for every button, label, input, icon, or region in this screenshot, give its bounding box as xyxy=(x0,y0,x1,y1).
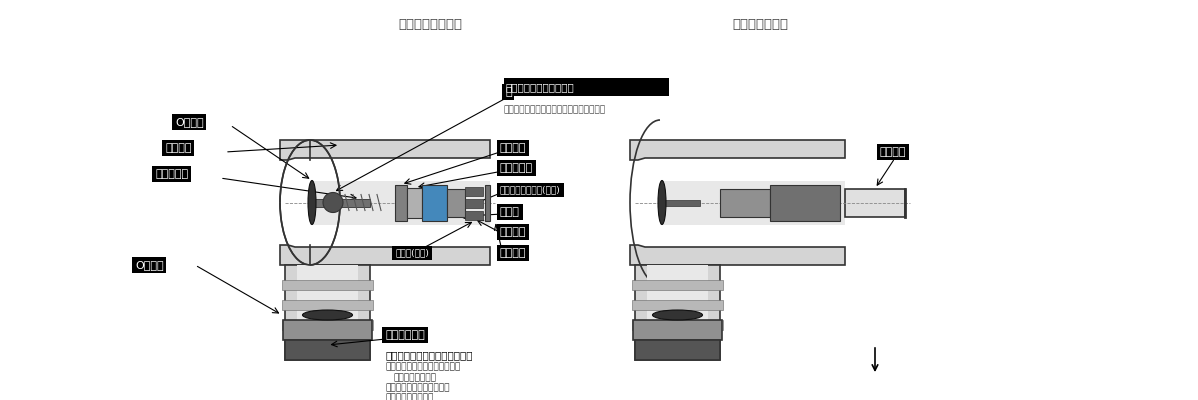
Polygon shape xyxy=(283,320,373,340)
Text: コレット: コレット xyxy=(500,227,526,237)
Text: チューブ取外し時: チューブ取外し時 xyxy=(398,18,462,31)
Polygon shape xyxy=(485,184,490,220)
Polygon shape xyxy=(422,184,447,220)
Text: ・無電解ニッケルめっき付: ・無電解ニッケルめっき付 xyxy=(385,383,449,392)
Ellipse shape xyxy=(303,310,352,320)
Text: ストッパ: ストッパ xyxy=(500,143,526,153)
Circle shape xyxy=(323,192,343,212)
Text: チューブ装着時: チューブ装着時 xyxy=(732,18,788,31)
Text: ・ねじ部シール剤付: ・ねじ部シール剤付 xyxy=(385,393,434,400)
Text: クッション: クッション xyxy=(500,163,533,173)
Polygon shape xyxy=(633,320,722,340)
Polygon shape xyxy=(310,180,490,224)
Polygon shape xyxy=(465,198,483,208)
Polygon shape xyxy=(633,280,724,290)
Polygon shape xyxy=(633,320,724,330)
Ellipse shape xyxy=(308,180,316,224)
Polygon shape xyxy=(285,265,370,360)
Polygon shape xyxy=(720,188,770,216)
Polygon shape xyxy=(282,320,373,330)
Polygon shape xyxy=(447,188,465,216)
Text: チューブをはずしてもエアは漏れません。: チューブをはずしてもエアは漏れません。 xyxy=(504,105,606,114)
Polygon shape xyxy=(633,300,724,310)
Text: （位置決め程度）: （位置決め程度） xyxy=(393,373,436,382)
Polygon shape xyxy=(285,340,370,360)
Text: ・ボディとねじ部が回転可能。: ・ボディとねじ部が回転可能。 xyxy=(385,362,460,371)
Polygon shape xyxy=(465,186,483,196)
Text: 狭いスペースでの配管に効果的: 狭いスペースでの配管に効果的 xyxy=(385,350,472,360)
Text: Oリング: Oリング xyxy=(175,117,204,127)
Text: スプリング: スプリング xyxy=(155,169,188,179)
Text: チャック: チャック xyxy=(500,248,526,258)
Polygon shape xyxy=(297,265,358,330)
Text: Oリング: Oリング xyxy=(135,260,164,270)
Polygon shape xyxy=(465,210,483,220)
Text: 弁: 弁 xyxy=(506,87,512,97)
Polygon shape xyxy=(280,140,490,160)
Polygon shape xyxy=(665,200,700,206)
Polygon shape xyxy=(845,188,904,216)
Text: リリースブッシュ(青色): リリースブッシュ(青色) xyxy=(500,186,561,194)
Polygon shape xyxy=(407,188,422,218)
Polygon shape xyxy=(282,280,373,290)
Text: チューブ: チューブ xyxy=(881,147,907,157)
Polygon shape xyxy=(280,245,490,265)
Polygon shape xyxy=(635,340,720,360)
Polygon shape xyxy=(635,265,720,360)
Ellipse shape xyxy=(658,180,666,224)
Polygon shape xyxy=(395,184,407,220)
Text: 打込みハーフ: 打込みハーフ xyxy=(385,330,425,340)
Ellipse shape xyxy=(653,310,702,320)
Polygon shape xyxy=(630,140,845,160)
Polygon shape xyxy=(315,198,370,206)
Polygon shape xyxy=(660,180,845,224)
FancyBboxPatch shape xyxy=(504,78,668,96)
Polygon shape xyxy=(282,300,373,310)
Text: ガイド: ガイド xyxy=(500,207,520,217)
Polygon shape xyxy=(647,265,708,330)
Polygon shape xyxy=(770,184,840,220)
Polygon shape xyxy=(630,245,845,265)
Text: セルフシール機構の内蔵: セルフシール機構の内蔵 xyxy=(506,82,575,92)
Text: ボディ(黒色): ボディ(黒色) xyxy=(395,248,429,258)
Text: リティナ: リティナ xyxy=(165,143,192,153)
